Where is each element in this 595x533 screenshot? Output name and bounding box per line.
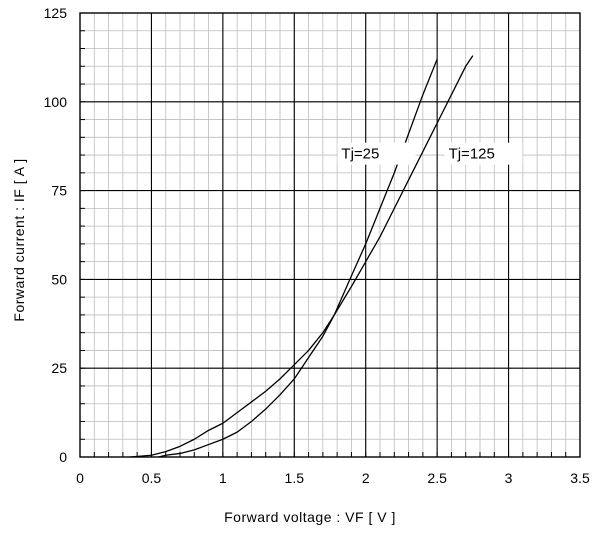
series-label-0: Tj=25 [341,146,379,163]
x-tick-label: 1 [219,470,227,486]
series-line-0 [129,58,438,458]
series-label-bg [444,142,523,165]
series-label-bg [337,142,416,165]
series-lines [129,55,474,458]
y-tick-label: 25 [51,360,67,376]
minor-grid [80,13,580,457]
series-line-1 [158,55,474,458]
series-labels: Tj=25 Tj=125 [337,142,523,165]
x-tick-label: 2 [362,470,370,486]
x-tick-labels: 0 0.5 1 1.5 2 2.5 3 3.5 [76,470,590,486]
y-tick-label: 0 [59,449,67,465]
x-tick-label: 3 [505,470,513,486]
major-grid [80,13,580,457]
y-tick-label: 50 [51,271,67,287]
y-axis-title: Forward current : IF [ A ] [11,158,27,321]
x-tick-label: 3.5 [570,470,590,486]
axis-ticks [80,30,567,457]
y-tick-label: 100 [44,94,68,110]
x-tick-label: 1.5 [285,470,305,486]
y-tick-label: 125 [44,5,68,21]
x-tick-label: 0.5 [142,470,162,486]
y-tick-labels: 0 25 50 75 100 125 [44,5,68,465]
plot-frame [79,12,581,458]
x-tick-label: 0 [76,470,84,486]
y-tick-label: 75 [51,183,67,199]
x-tick-label: 2.5 [427,470,447,486]
series-label-1: Tj=125 [449,146,495,163]
x-axis-title: Forward voltage : VF [ V ] [224,509,396,525]
